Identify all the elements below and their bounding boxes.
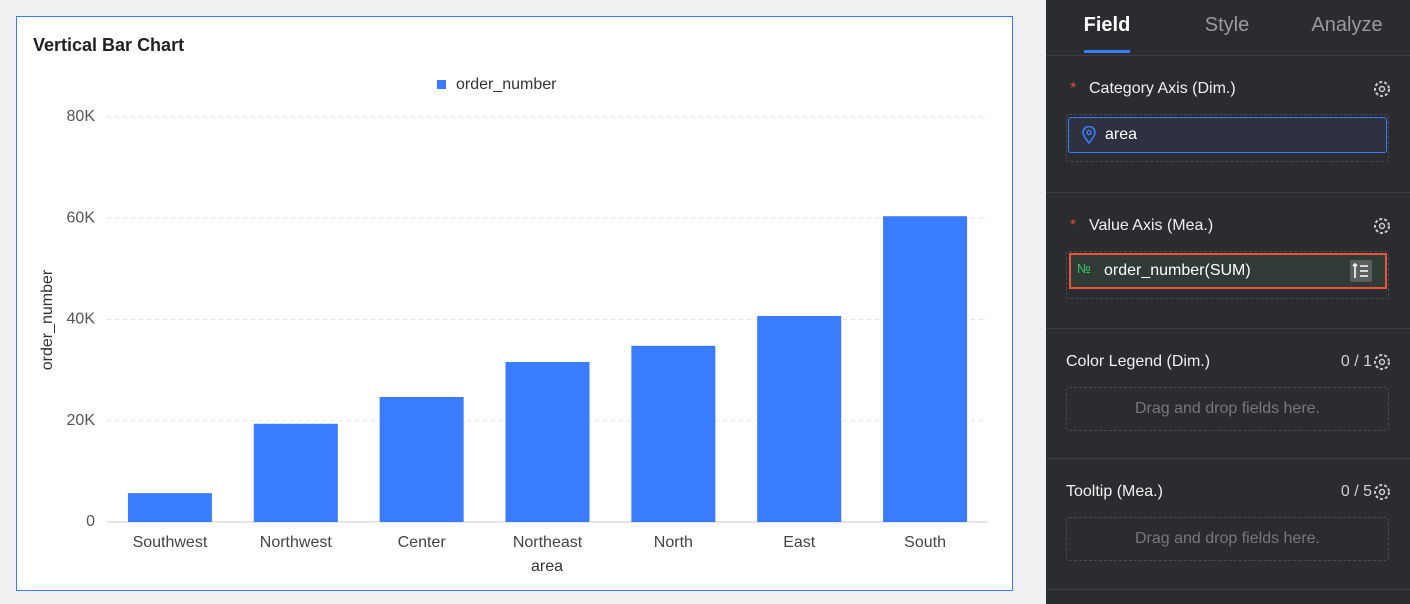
chart-title: Vertical Bar Chart (33, 35, 184, 55)
x-axis-title: area (531, 558, 563, 575)
sort-icon[interactable] (1350, 260, 1372, 282)
bar (253, 423, 338, 522)
settings-icon[interactable] (1373, 80, 1391, 98)
x-tick-label: East (783, 534, 816, 551)
x-tick-label: South (904, 534, 946, 551)
x-tick-label: Northwest (260, 534, 333, 551)
x-tick-label: North (654, 534, 693, 551)
bar (631, 345, 716, 522)
x-tick-label: Southwest (133, 534, 208, 551)
y-tick-label: 0 (86, 513, 95, 530)
bar (127, 493, 212, 522)
settings-panel: Field Style Analyze * Category Axis (Dim… (1046, 0, 1410, 604)
bar (379, 396, 464, 522)
section-title: Tooltip (Mea.) (1066, 483, 1163, 500)
tab[interactable]: Style (1204, 14, 1250, 36)
field-count: 0 / 1 (1340, 353, 1372, 370)
drop-zone: № order_number(SUM) (1066, 251, 1389, 299)
tab-indicator (1084, 50, 1130, 53)
legend-label: order_number (456, 76, 557, 93)
location-icon (1082, 126, 1096, 144)
drop-zone[interactable]: Drag and drop fields here. (1066, 517, 1389, 561)
y-axis-title: order_number (39, 269, 56, 370)
settings-icon[interactable] (1373, 353, 1391, 371)
bar (883, 216, 968, 522)
y-tick-label: 80K (67, 108, 96, 125)
settings-icon[interactable] (1373, 217, 1391, 235)
bar (757, 315, 842, 522)
required-mark: * (1070, 217, 1077, 234)
field-count: 0 / 5 (1340, 483, 1372, 500)
required-mark: * (1070, 80, 1077, 97)
x-tick-label: Center (398, 534, 447, 551)
y-tick-label: 40K (67, 311, 96, 328)
section: * Value Axis (Mea.) № order_number(SUM) (1046, 192, 1410, 329)
field-name: area (1105, 126, 1138, 143)
section: Tooltip (Mea.) 0 / 5 Drag and drop field… (1046, 458, 1410, 590)
settings-icon[interactable] (1373, 483, 1391, 501)
section: * Category Axis (Dim.) area (1046, 55, 1410, 193)
section: Color Legend (Dim.) 0 / 1 Drag and drop … (1046, 328, 1410, 459)
section-title: Category Axis (Dim.) (1089, 80, 1236, 97)
drop-zone[interactable]: Drag and drop fields here. (1066, 387, 1389, 431)
tab[interactable]: Field (1083, 14, 1131, 36)
field-pill[interactable]: № order_number(SUM) (1069, 253, 1387, 289)
x-tick-label: Northeast (513, 534, 583, 551)
field-type-icon: № (1077, 261, 1091, 276)
tab[interactable]: Analyze (1311, 14, 1383, 36)
y-tick-label: 60K (67, 209, 96, 226)
chart: Vertical Bar Chart order_number area 0 20… (16, 16, 1013, 591)
field-pill[interactable]: area (1068, 117, 1387, 153)
section-title: Color Legend (Dim.) (1066, 353, 1211, 370)
field-name: order_number(SUM) (1104, 262, 1251, 279)
drop-zone: area (1066, 114, 1389, 162)
section-title: Value Axis (Mea.) (1089, 217, 1214, 234)
legend-swatch (437, 80, 446, 89)
y-tick-label: 20K (67, 412, 96, 429)
bar (505, 362, 590, 522)
